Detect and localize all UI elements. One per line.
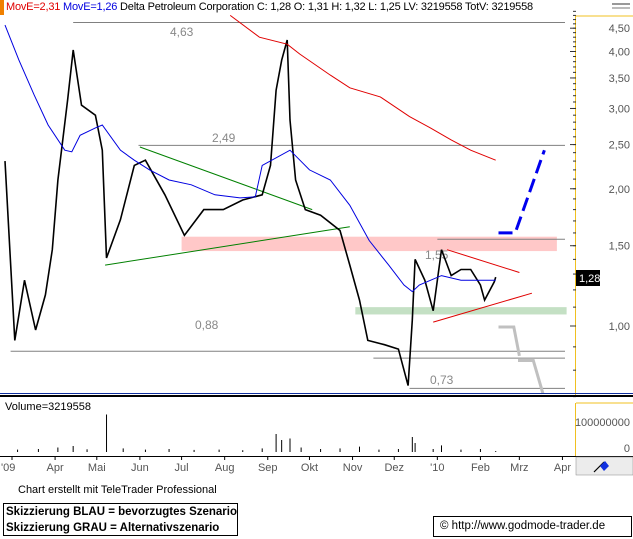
x-tick-label: Mai [88,462,106,474]
triangle_green-trendline [105,226,350,266]
x-tick-label: Apr [47,462,64,474]
x-tick-label: Mrz [510,462,528,474]
menu-icon[interactable] [612,3,630,9]
last-price-label: 1,28 [579,273,600,285]
y-tick-label: 2,00 [609,184,630,196]
x-tick-label: Feb [471,462,490,474]
x-tick-label: '10 [430,462,444,474]
y-tick-label: 1,50 [609,241,630,253]
x-tick-label: Jun [131,462,149,474]
scenario-legend: Skizzierung BLAU = bevorzugtes Szenario … [3,503,238,536]
legend-blue: Skizzierung BLAU = bevorzugtes Szenario [6,506,238,518]
support-zone [355,307,567,315]
x-tick-label: Jul [175,462,189,474]
volume-ytick: 100000000 [575,417,630,429]
level-label: 0,88 [195,318,219,332]
x-tick-label: Aug [215,462,235,474]
y-tick-label: 2,50 [609,140,630,152]
x-tick-label: Apr [554,462,571,474]
triangle_red-trendline [446,249,520,273]
last-price-box [576,270,600,286]
x-tick-label: Dez [384,462,404,474]
source-link[interactable]: © http://www.godmode-trader.de [433,516,632,537]
preferred-scenario-path [498,149,546,235]
y-tick-label: 4,50 [609,23,630,35]
ma-short-line [4,24,496,293]
chart-credit: Chart erstellt mit TeleTrader Profession… [18,484,217,496]
ma-long-label: MovE=2,31 [6,1,61,13]
y-tick-label: 3,00 [609,103,630,115]
level-label: 4,63 [170,25,194,39]
level-label: 2,49 [212,131,236,145]
ma-short-label: MovE=1,26 [63,1,118,13]
x-tick-label: Nov [343,462,363,474]
chart-header: MovE=2,31 MovE=1,26 Delta Petroleum Corp… [6,1,533,13]
level-label: 0,73 [430,373,454,387]
volume-label: Volume=3219558 [5,401,91,413]
y-tick-label: 4,00 [609,47,630,59]
window-marker [0,0,4,15]
x-tick-label: Okt [301,462,318,474]
triangle_red-trendline [433,292,533,323]
price-line [4,39,497,386]
chart-title-stats: Delta Petroleum Corporation C: 1,28 O: 1… [120,1,533,13]
x-tick-label: Sep [258,462,278,474]
triangle_green-trendline [139,146,313,211]
ma-long-line [229,14,496,161]
y-tick-label: 1,00 [609,321,630,333]
x-tick-label: '09 [1,462,15,474]
volume-ytick: 0 [624,443,630,455]
resistance-zone [181,236,557,252]
pencil-icon[interactable] [593,461,609,473]
legend-gray: Skizzierung GRAU = Alternativszenario [6,522,220,534]
alternative-scenario-path [498,325,521,357]
alternative-scenario-path [518,359,545,395]
y-tick-label: 3,50 [609,73,630,85]
